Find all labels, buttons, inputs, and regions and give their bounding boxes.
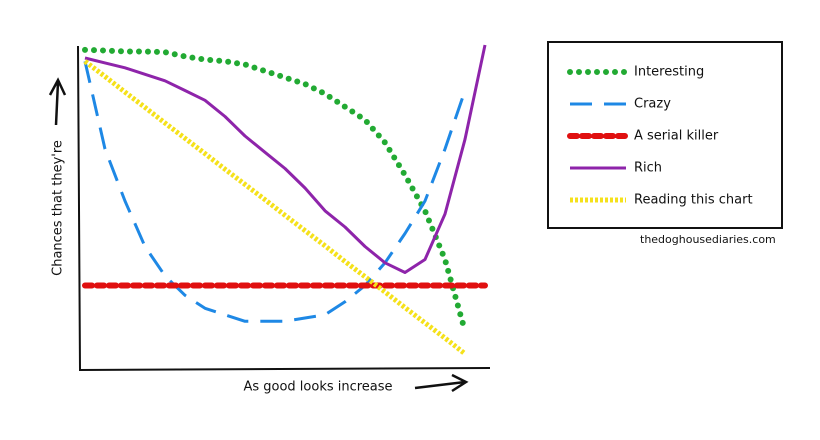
y-axis-label: Chances that they're [51, 140, 66, 276]
axes [77, 45, 491, 372]
legend-box [547, 41, 783, 229]
series-line [83, 60, 467, 323]
legend-label: Crazy [634, 97, 671, 112]
legend-label: Interesting [634, 65, 704, 80]
series-line [82, 46, 468, 334]
source: thedoghousediaries.com [640, 233, 776, 246]
legend-label: Reading this chart [634, 193, 753, 208]
series-line [83, 59, 467, 356]
x-arrow [414, 373, 469, 393]
legend-label: A serial killer [634, 129, 719, 144]
y-arrow [48, 77, 67, 126]
legend-label: Rich [634, 161, 662, 176]
x-axis-label: As good looks increase [243, 380, 392, 395]
series-line [84, 44, 487, 274]
